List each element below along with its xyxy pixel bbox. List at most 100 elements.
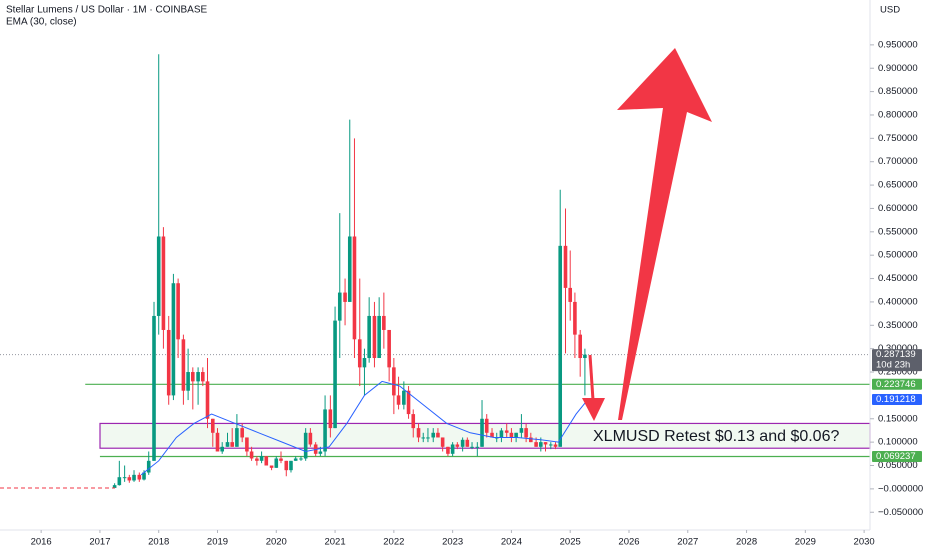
candle-body [323,409,327,452]
candle-body [455,444,460,447]
candle-body [122,477,127,479]
candle-body [337,292,342,321]
y-tick-label: −0.050000 [878,507,923,518]
candle-body [392,367,396,396]
candle-body [245,437,249,452]
candle-body [514,432,518,438]
candle-body [519,428,524,433]
candle-body [171,283,176,396]
candle-body [299,458,303,460]
candle-body [269,465,274,468]
candle-body [152,315,156,461]
candle-body [460,439,465,447]
candle-body [465,439,470,447]
candle-body [490,432,494,438]
down-arrow-head [582,398,605,421]
candle-body [470,446,474,448]
candle-body [362,358,367,368]
candle-body [225,442,230,447]
y-tick-label: 0.250000 [878,367,918,378]
y-tick-label: 0.450000 [878,273,918,284]
candle-body [357,339,362,368]
price-label-box [872,451,922,463]
candle-body [578,334,582,359]
candle-body [284,460,289,471]
indicator-label: EMA (30, close) [6,17,77,28]
candle-body [529,437,533,443]
annotation: XLMUSD Retest $0.13 and $0.06? [593,428,839,445]
y-tick-label: 0.150000 [878,413,918,424]
candle-body [220,446,225,452]
candle-body [343,292,347,302]
candle-body [421,437,426,439]
candle-body [328,409,333,429]
price-label-box [872,349,922,372]
candle-body [440,437,445,447]
x-tick-label: 2017 [89,537,110,548]
candle-body [411,414,416,429]
candle-body [181,339,186,391]
candle-body [568,287,573,302]
y-tick-label: 0.300000 [878,343,918,354]
candle-body [406,390,411,415]
candle-body [387,329,391,368]
candle-body [215,432,220,452]
candle-body [255,458,259,461]
candle-body [137,474,142,480]
candle-body [436,432,440,438]
candle-body [146,460,151,473]
y-tick-label: −0.000000 [878,483,923,494]
y-tick-label: 0.750000 [878,133,918,144]
candle-body [382,315,386,330]
candle-body [264,456,269,466]
y-tick-label: 0.650000 [878,180,918,191]
candle-body [210,418,215,433]
price-label: 0.223746 [876,379,916,390]
candle-body [303,432,308,459]
y-tick-label: 0.050000 [878,460,918,471]
candle-body [352,236,357,340]
down-arrow-shaft [588,354,595,401]
candle-body [347,236,352,302]
candle-body [142,472,146,480]
candle-body [524,428,528,438]
candle-body [249,451,254,459]
candle-body [196,372,200,382]
candle-body [431,432,436,438]
chart-title: Stellar Lumens / US Dollar · 1M · COINBA… [6,5,207,16]
candle-body [396,395,401,405]
candle-body [293,458,298,461]
x-tick-label: 2024 [501,537,522,548]
y-tick-label: 0.550000 [878,226,918,237]
x-tick-label: 2022 [383,537,404,548]
candle-body [377,315,381,359]
candle-body [230,442,234,447]
x-tick-label: 2030 [854,537,875,548]
candle-body [475,446,480,448]
candle-body [156,236,161,316]
y-tick-label: 0.600000 [878,203,918,214]
x-tick-label: 2016 [31,537,52,548]
y-tick-label: 0.900000 [878,63,918,74]
y-tick-label: 0.400000 [878,296,918,307]
price-label: 0.287139 [876,349,916,360]
candle-body [235,428,239,447]
candle-body [132,474,136,481]
candle-body [318,451,323,454]
x-tick-label: 2020 [266,537,287,548]
candle-body [240,428,244,438]
candle-body [127,477,132,481]
candle-body [259,456,264,461]
x-tick-label: 2019 [207,537,228,548]
y-tick-label: 0.700000 [878,156,918,167]
x-tick-label: 2027 [677,537,698,548]
candle-body [426,437,430,439]
candle-body [558,245,563,447]
candle-body [367,315,371,359]
candle-body [583,354,587,359]
x-tick-label: 2028 [736,537,757,548]
x-tick-label: 2018 [148,537,169,548]
x-tick-label: 2026 [618,537,639,548]
y-tick-label: 0.500000 [878,250,918,261]
